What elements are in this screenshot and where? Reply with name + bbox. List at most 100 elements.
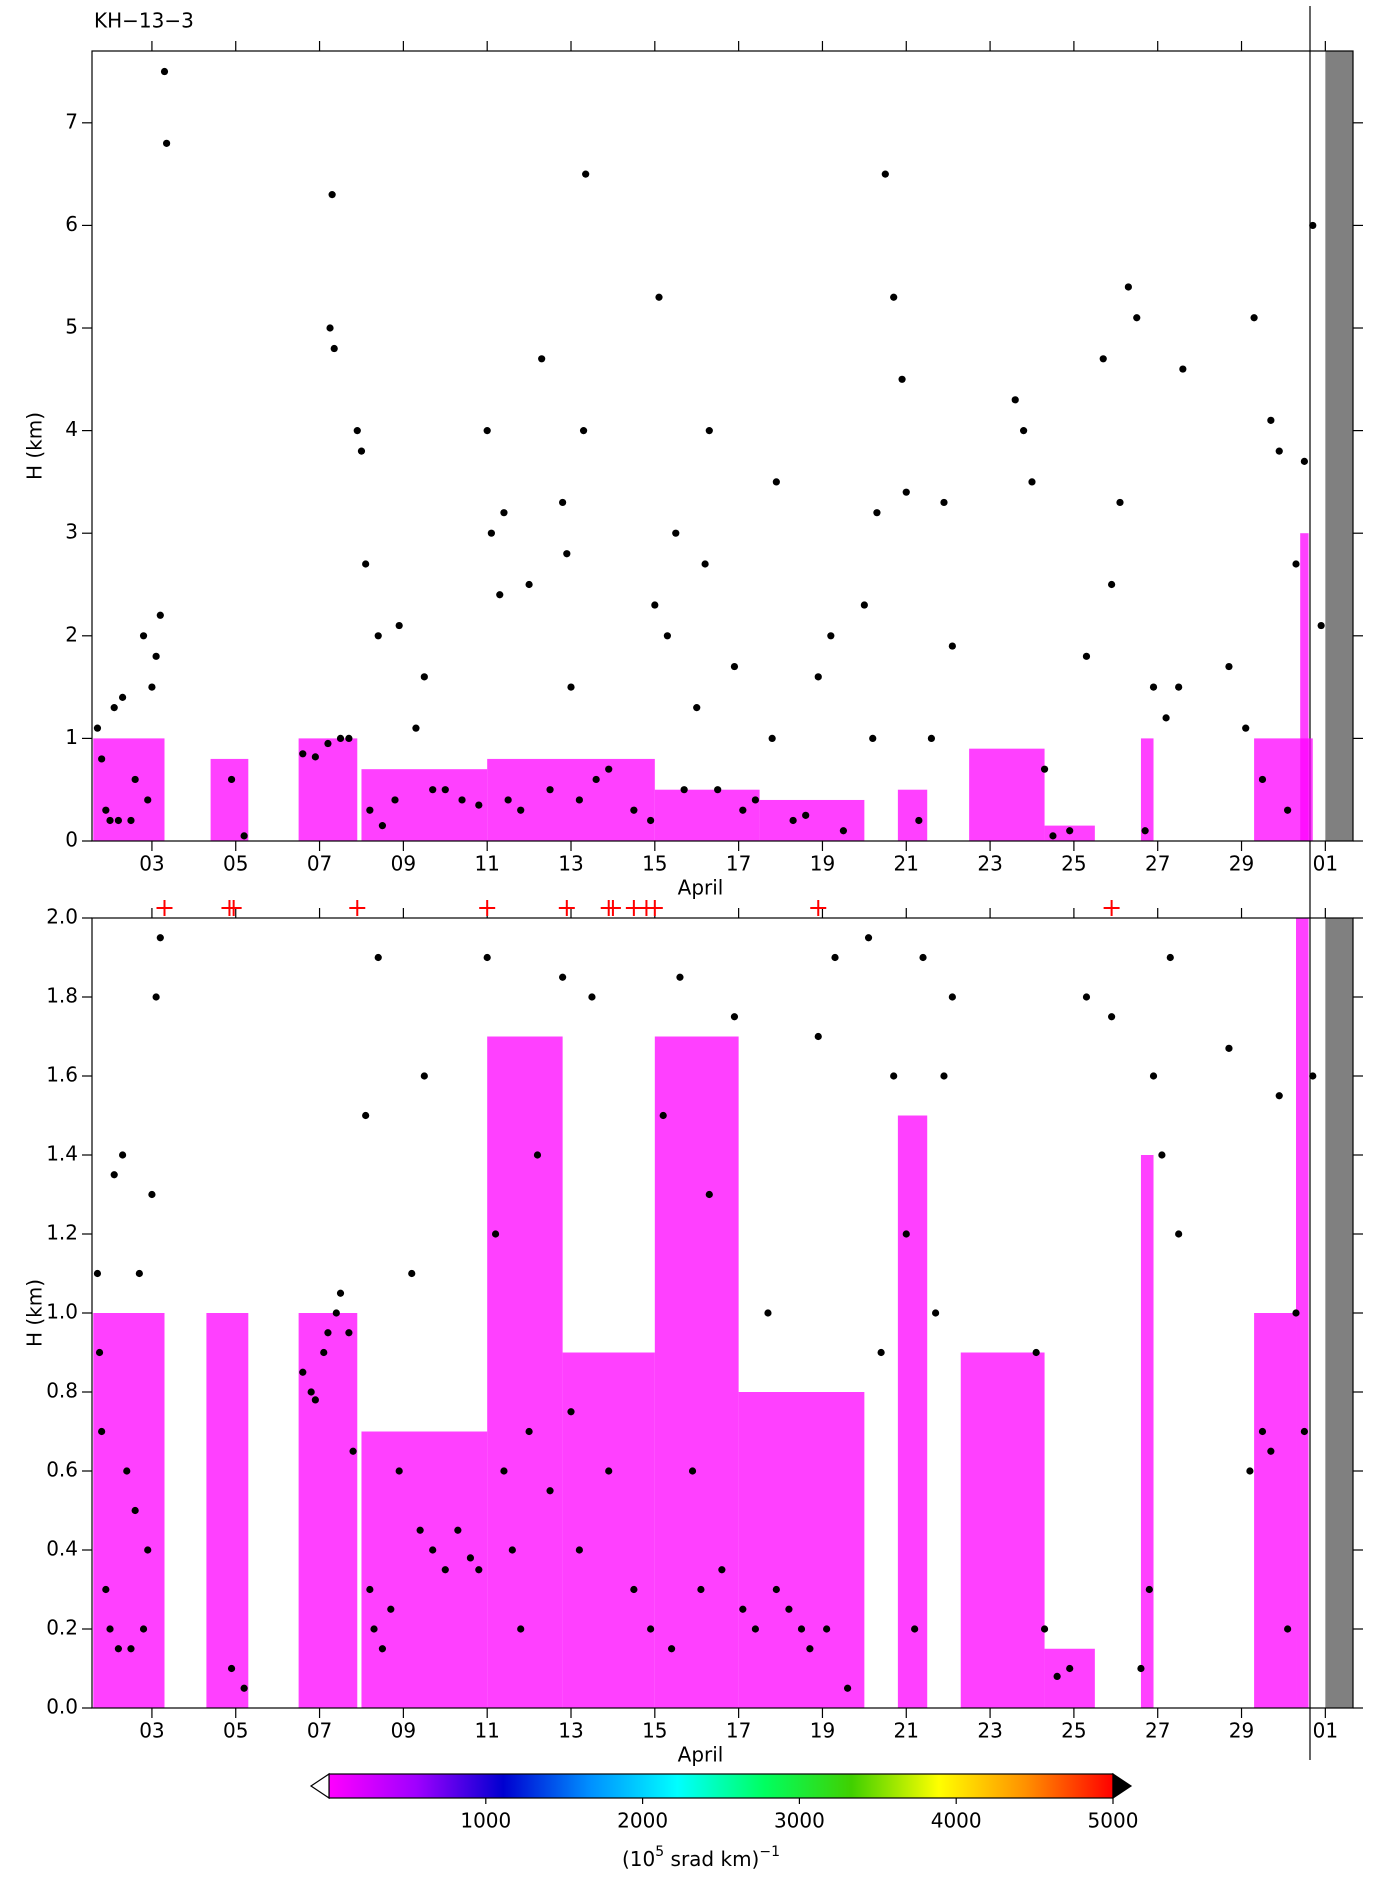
cloud-base-point bbox=[357, 447, 366, 455]
y-tick-label: 7 bbox=[65, 109, 78, 133]
y-tick-label: 0 bbox=[65, 828, 78, 852]
cloud-base-point bbox=[131, 775, 139, 784]
cloud-base-point bbox=[751, 1625, 759, 1633]
cloud-base-point bbox=[127, 1645, 135, 1653]
cloud-base-point bbox=[768, 734, 776, 743]
cloud-base-point bbox=[458, 796, 466, 804]
cloud-base-point bbox=[1225, 1044, 1233, 1052]
cloud-base-point bbox=[93, 724, 102, 732]
cloud-base-point bbox=[412, 724, 420, 732]
cloud-base-point bbox=[948, 993, 956, 1001]
x-tick-label: 01 bbox=[1313, 1719, 1338, 1743]
cloud-base-point bbox=[739, 1605, 747, 1613]
x-tick-label: 17 bbox=[726, 852, 751, 876]
x-tick-label: 03 bbox=[139, 1719, 164, 1743]
cloud-base-point bbox=[160, 67, 169, 76]
cloud-base-point bbox=[370, 1625, 378, 1633]
cloud-base-point bbox=[1082, 993, 1091, 1001]
cloud-base-point bbox=[148, 1190, 156, 1199]
cloud-base-point bbox=[1250, 314, 1258, 322]
cloud-base-point bbox=[1049, 832, 1057, 840]
cloud-base-point bbox=[902, 488, 910, 496]
cloud-base-point bbox=[1284, 806, 1292, 814]
cloud-base-point bbox=[1225, 662, 1233, 671]
y-tick-label: 1.4 bbox=[46, 1142, 78, 1166]
cloud-base-point bbox=[500, 509, 508, 517]
backscatter-region bbox=[298, 1313, 358, 1708]
cloud-base-point bbox=[416, 1526, 424, 1534]
cloud-base-point bbox=[1040, 765, 1049, 773]
cloud-base-point bbox=[240, 832, 248, 840]
backscatter-region bbox=[1140, 738, 1154, 841]
x-tick-label: 21 bbox=[894, 1719, 919, 1743]
cloud-base-point bbox=[1066, 827, 1074, 835]
colorbar-label-part: 5 bbox=[655, 1844, 664, 1860]
backscatter-region bbox=[1296, 918, 1309, 1708]
cloud-base-point bbox=[630, 1585, 638, 1594]
backscatter-region bbox=[759, 799, 865, 841]
cloud-base-point bbox=[152, 652, 160, 660]
cloud-base-point bbox=[806, 1645, 814, 1653]
y-tick-label: 4 bbox=[65, 417, 78, 441]
x-tick-label: 07 bbox=[307, 1719, 332, 1743]
x-tick-label: 11 bbox=[474, 852, 499, 876]
cloud-base-point bbox=[730, 1013, 739, 1021]
x-tick-label: 23 bbox=[977, 1719, 1002, 1743]
cloud-base-point bbox=[1300, 1427, 1308, 1436]
cloud-base-point bbox=[1292, 1309, 1300, 1317]
cloud-base-point bbox=[466, 1554, 475, 1562]
colorbar bbox=[328, 1773, 1114, 1799]
cloud-base-point bbox=[311, 1396, 319, 1404]
cloud-base-point bbox=[1275, 447, 1283, 455]
cloud-base-point bbox=[546, 1487, 554, 1495]
cloud-base-point bbox=[827, 632, 835, 640]
precip-marker bbox=[349, 900, 366, 916]
cloud-base-point bbox=[139, 632, 148, 640]
x-tick-label: 13 bbox=[558, 1719, 583, 1743]
chart-title: KH−13−3 bbox=[94, 9, 194, 33]
cloud-base-point bbox=[508, 1546, 516, 1554]
cloud-base-point bbox=[1028, 478, 1036, 486]
cloud-base-point bbox=[802, 811, 810, 819]
cloud-base-point bbox=[764, 1309, 772, 1317]
cloud-base-point bbox=[563, 550, 571, 558]
cloud-base-point bbox=[714, 786, 722, 794]
cloud-base-point bbox=[772, 1585, 780, 1594]
cloud-base-point bbox=[1149, 1072, 1158, 1080]
cloud-base-point bbox=[349, 1447, 357, 1455]
x-tick-label: 05 bbox=[223, 1719, 248, 1743]
cloud-base-point bbox=[831, 953, 839, 962]
y-tick-label: 2 bbox=[65, 622, 78, 646]
backscatter-region bbox=[361, 769, 488, 841]
cloud-base-point bbox=[299, 1368, 307, 1376]
cloud-base-point bbox=[1162, 714, 1170, 722]
cloud-base-point bbox=[491, 1230, 500, 1238]
cloud-base-point bbox=[139, 1625, 148, 1633]
cloud-base-point bbox=[395, 1467, 403, 1475]
cloud-base-point bbox=[487, 529, 495, 537]
cloud-base-point bbox=[705, 1190, 713, 1199]
cloud-base-point bbox=[110, 704, 118, 712]
plot-area bbox=[93, 51, 1353, 841]
x-tick-label: 23 bbox=[977, 852, 1002, 876]
cloud-base-point bbox=[1124, 283, 1132, 291]
x-tick-label: 11 bbox=[474, 1719, 499, 1743]
cloud-base-point bbox=[873, 509, 881, 517]
cloud-base-point bbox=[1141, 827, 1149, 835]
cloud-base-point bbox=[517, 806, 525, 814]
colorbar-label-part: −1 bbox=[759, 1844, 780, 1860]
cloud-base-point bbox=[1267, 416, 1275, 424]
cloud-base-point bbox=[1275, 1092, 1283, 1100]
cloud-base-point bbox=[630, 806, 638, 814]
cloud-base-point bbox=[525, 580, 533, 589]
colorbar-tick-label: 5000 bbox=[1088, 1809, 1139, 1833]
cloud-base-point bbox=[1066, 1664, 1074, 1673]
cloud-base-point bbox=[1179, 365, 1187, 373]
y-tick-label: 3 bbox=[65, 520, 78, 544]
cloud-base-point bbox=[575, 1546, 583, 1554]
cloud-base-point bbox=[948, 642, 956, 650]
cloud-base-point bbox=[324, 739, 332, 748]
x-tick-label: 27 bbox=[1145, 852, 1170, 876]
cloud-base-point bbox=[927, 734, 936, 743]
x-tick-label: 17 bbox=[726, 1719, 751, 1743]
